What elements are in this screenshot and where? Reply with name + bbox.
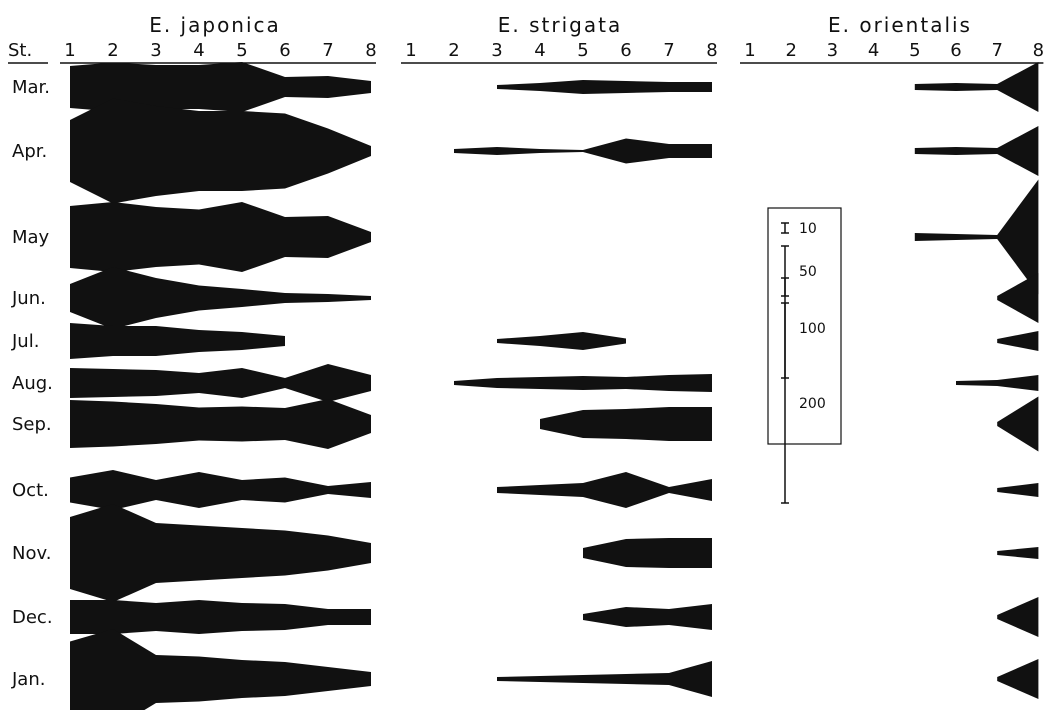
month-label: Jun. — [11, 288, 46, 309]
station-tick-label: 1 — [405, 40, 416, 61]
kite-e--orientalis — [997, 547, 1039, 559]
kite-e--strigata — [583, 604, 712, 630]
station-tick-label: 7 — [663, 40, 674, 61]
scale-bar-label: 50 — [799, 264, 817, 280]
station-tick-label: 8 — [706, 40, 717, 61]
kite-e--japonica — [70, 202, 371, 272]
station-tick-label: 3 — [491, 40, 502, 61]
month-label: Jul. — [11, 331, 39, 352]
kite-e--strigata — [583, 538, 712, 568]
station-tick-label: 1 — [64, 40, 75, 61]
kite-e--strigata — [497, 80, 712, 94]
kite-e--strigata — [454, 374, 712, 392]
kite-e--orientalis — [997, 659, 1039, 699]
kite-e--japonica — [70, 600, 371, 634]
station-tick-label: 5 — [577, 40, 588, 61]
kite-e--orientalis — [997, 483, 1039, 497]
month-label: Nov. — [12, 543, 51, 564]
station-tick-label: 2 — [107, 40, 118, 61]
species-title-1: E. japonica — [149, 13, 281, 37]
station-tick-label: 7 — [991, 40, 1002, 61]
month-label: Jan. — [11, 669, 45, 690]
kite-e--orientalis — [914, 62, 1039, 112]
station-tick-label: 5 — [909, 40, 920, 61]
scale-bar-label: 200 — [799, 396, 826, 412]
kite-e--japonica — [70, 629, 371, 710]
station-tick-label: 6 — [620, 40, 631, 61]
scale-bar-label: 100 — [799, 321, 826, 337]
kite-e--orientalis — [997, 331, 1039, 351]
scale-bar-label: 10 — [799, 221, 817, 237]
species-title-2: E. strigata — [498, 13, 622, 37]
kite-e--japonica — [70, 470, 371, 510]
kite-e--japonica — [70, 62, 371, 112]
kite-e--orientalis — [914, 179, 1039, 295]
station-tick-label: 7 — [322, 40, 333, 61]
scale-legend-box — [767, 207, 842, 445]
station-tick-label: 1 — [744, 40, 755, 61]
month-label: May — [12, 227, 50, 248]
kite-e--orientalis — [956, 375, 1039, 391]
kite-e--japonica — [70, 364, 371, 402]
station-tick-label: 8 — [365, 40, 376, 61]
kite-e--strigata — [540, 407, 712, 441]
station-tick-label: 4 — [534, 40, 545, 61]
station-tick-label: 2 — [785, 40, 796, 61]
kite-e--orientalis — [997, 396, 1039, 452]
station-tick-label: 3 — [150, 40, 161, 61]
station-tick-label: 2 — [448, 40, 459, 61]
kite-e--strigata — [497, 661, 712, 697]
month-label: Oct. — [12, 480, 49, 501]
kite-e--japonica — [70, 399, 371, 449]
kite-e--strigata — [497, 472, 712, 508]
station-tick-label: 6 — [279, 40, 290, 61]
month-label: Dec. — [12, 607, 53, 628]
kite-e--strigata — [454, 138, 712, 164]
species-title-3: E. orientalis — [828, 13, 972, 37]
kite-e--japonica — [70, 323, 285, 359]
kite-e--japonica — [70, 98, 371, 204]
month-label: Aug. — [12, 373, 53, 394]
kite-e--orientalis — [914, 126, 1039, 176]
month-label: Apr. — [12, 141, 47, 162]
station-axis-label: St. — [8, 40, 32, 61]
month-label: Sep. — [12, 414, 52, 435]
kite-e--strigata — [497, 332, 626, 350]
station-tick-label: 6 — [950, 40, 961, 61]
kite-e--orientalis — [997, 273, 1039, 323]
station-tick-label: 4 — [868, 40, 879, 61]
station-tick-label: 8 — [1033, 40, 1044, 61]
station-tick-label: 5 — [236, 40, 247, 61]
kite-e--japonica — [70, 267, 371, 329]
kite-e--japonica — [70, 504, 371, 602]
kite-e--orientalis — [997, 597, 1039, 637]
month-label: Mar. — [12, 77, 50, 98]
station-tick-label: 4 — [193, 40, 204, 61]
station-tick-label: 3 — [827, 40, 838, 61]
